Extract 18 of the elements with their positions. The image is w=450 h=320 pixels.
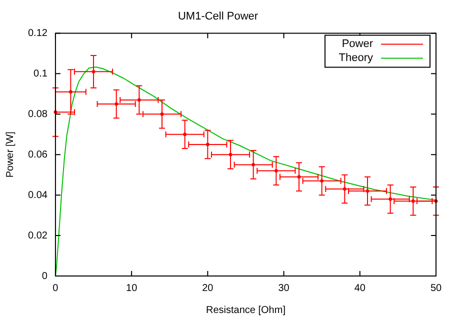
x-tick-label: 0	[52, 282, 59, 294]
x-tick-label: 50	[430, 282, 442, 294]
y-tick-label: 0.12	[28, 28, 48, 39]
y-tick-label: 0	[42, 270, 48, 282]
x-tick-label: 30	[278, 282, 290, 294]
y-tick-label: 0.1	[34, 68, 48, 80]
y-tick-label: 0.04	[28, 190, 48, 201]
y-tick-label: 0.08	[28, 108, 48, 120]
legend-label: Power	[342, 38, 374, 50]
x-tick-label: 20	[202, 282, 214, 294]
legend-label: Theory	[338, 52, 374, 64]
x-tick-label: 10	[126, 282, 138, 294]
x-tick-label: 40	[354, 282, 366, 294]
y-tick-label: 0.02	[28, 230, 48, 242]
y-axis-title: Power [W]	[4, 131, 16, 178]
y-tick-label: 0.06	[28, 149, 48, 160]
x-axis-title: Resistance [Ohm]	[206, 304, 286, 316]
chart-title: UM1-Cell Power	[178, 10, 258, 23]
